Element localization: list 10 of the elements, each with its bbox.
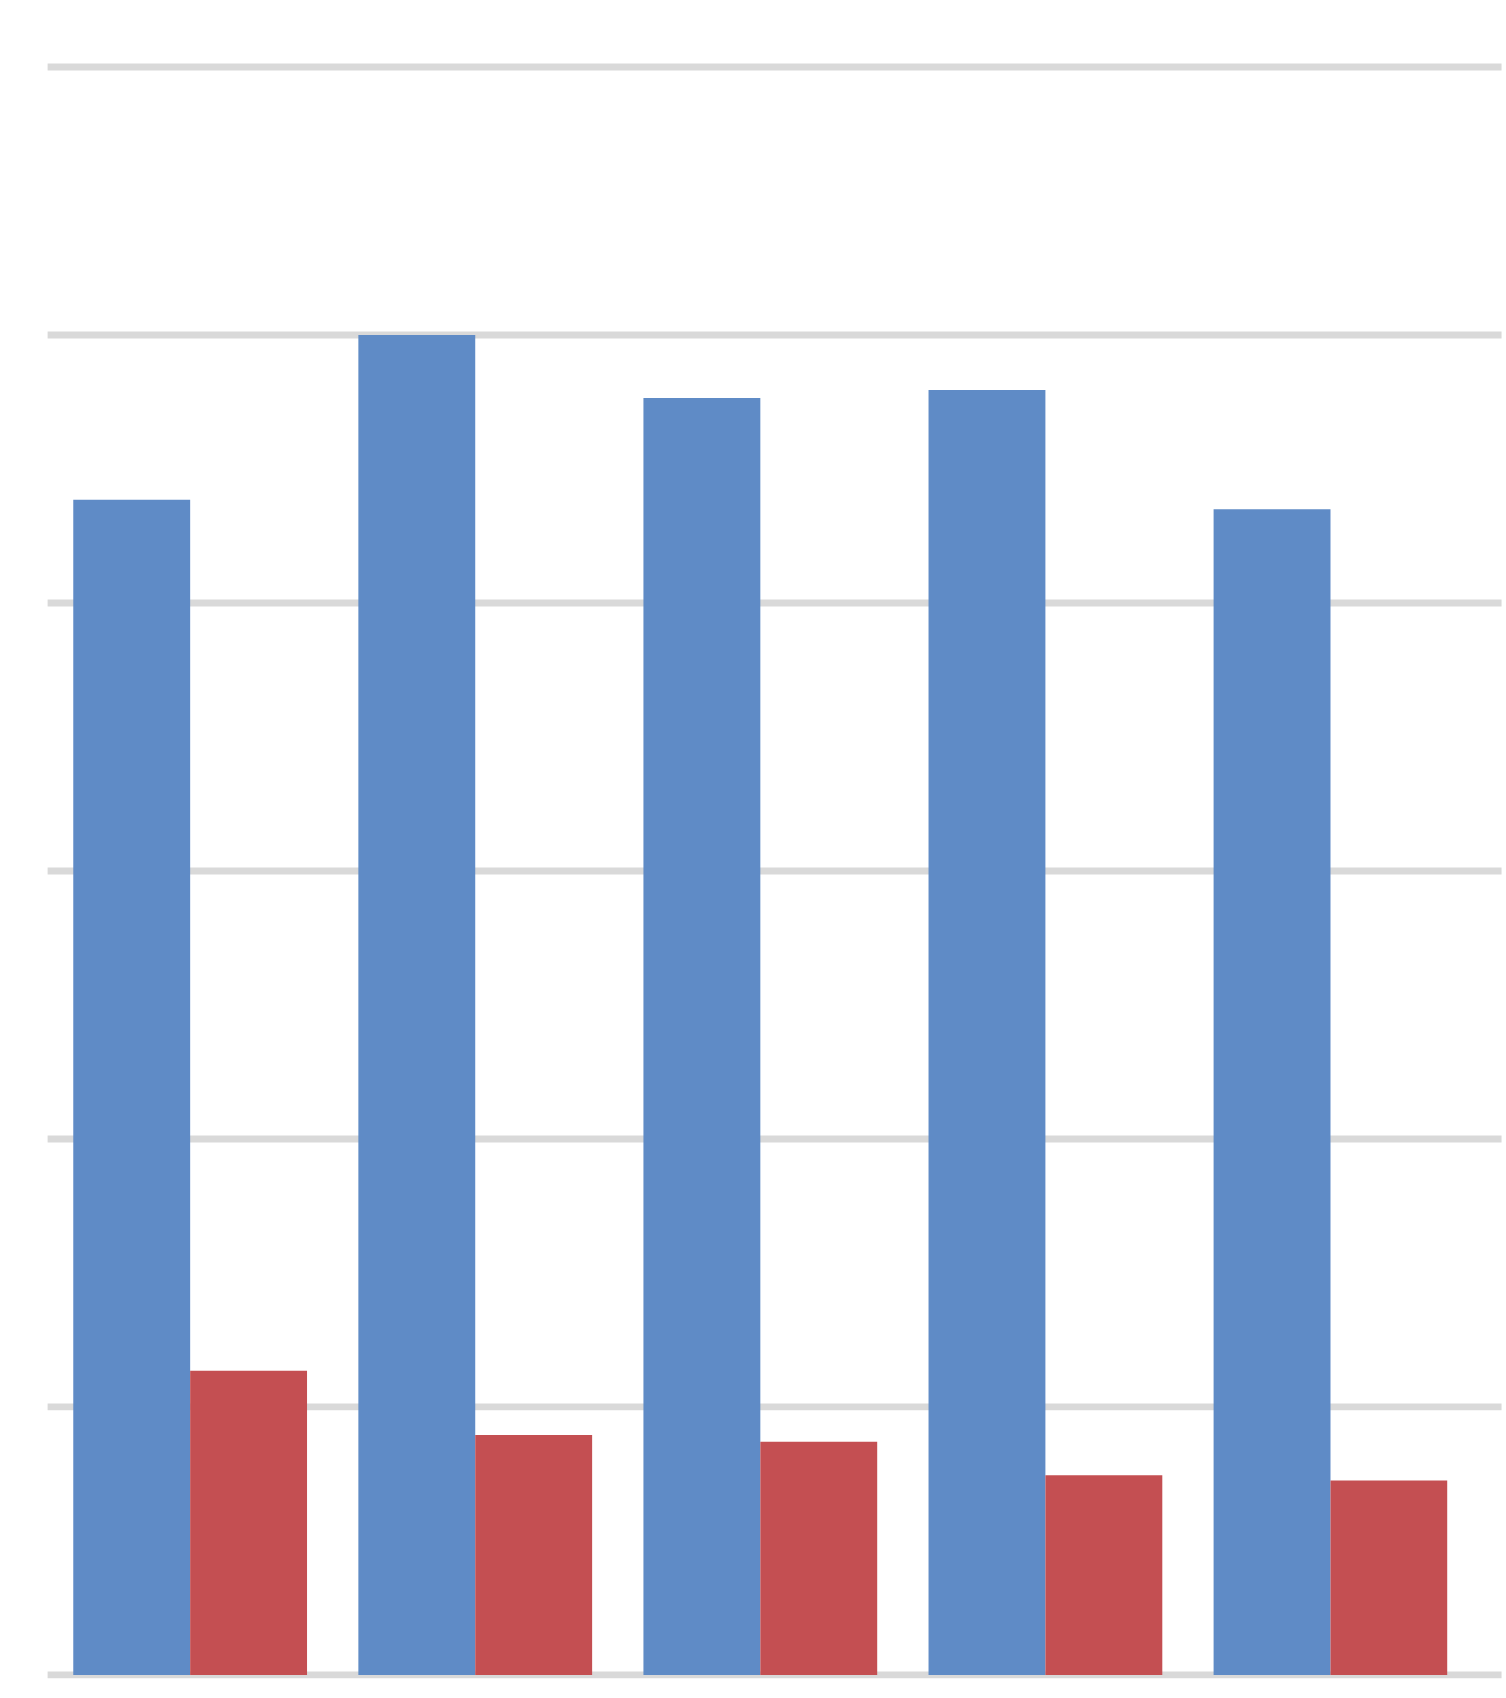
bar	[1214, 509, 1331, 1675]
bar	[190, 1370, 308, 1675]
bar	[358, 334, 476, 1675]
bar	[73, 499, 191, 1675]
bar	[760, 1441, 878, 1675]
bar	[1331, 1480, 1448, 1675]
bar	[643, 397, 761, 1675]
bar	[475, 1435, 593, 1675]
bar	[1045, 1475, 1163, 1675]
bar	[929, 389, 1046, 1675]
